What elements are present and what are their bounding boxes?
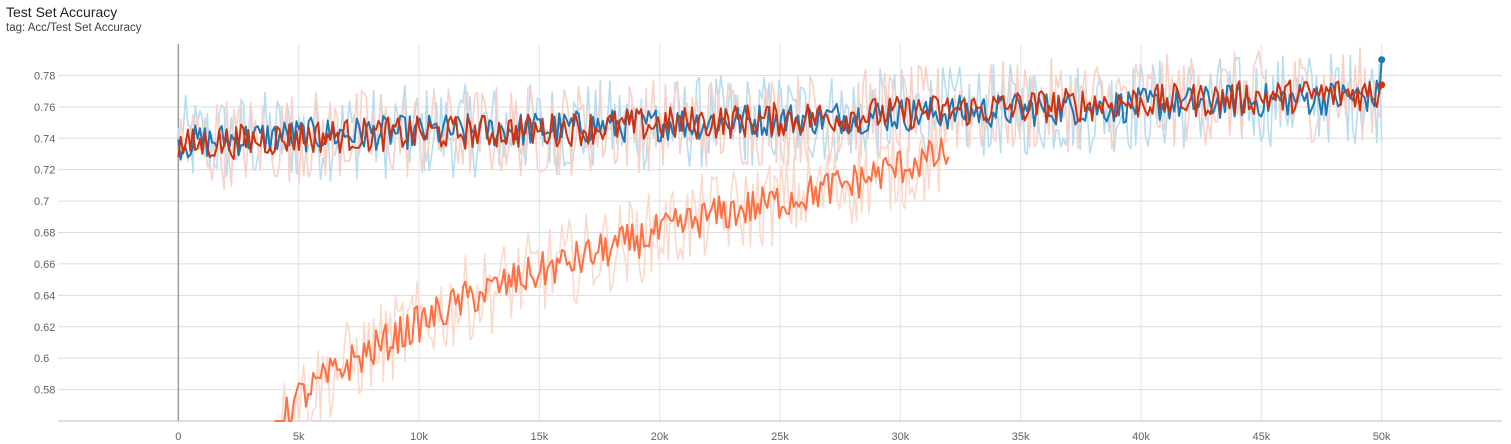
x-tick-label: 5k xyxy=(293,431,305,443)
x-tick-label: 25k xyxy=(771,431,789,443)
x-tick-label: 15k xyxy=(530,431,548,443)
x-tick-label: 30k xyxy=(891,431,909,443)
y-tick-label: 0.74 xyxy=(34,133,55,145)
x-tick-label: 20k xyxy=(651,431,669,443)
x-tick-label: 10k xyxy=(410,431,428,443)
y-tick-label: 0.62 xyxy=(34,322,55,334)
x-tick-label: 35k xyxy=(1012,431,1030,443)
y-tick-label: 0.72 xyxy=(34,165,55,177)
end-markers xyxy=(1378,56,1386,89)
smoothed-series-line xyxy=(274,137,950,422)
x-tick-label: 40k xyxy=(1132,431,1150,443)
smoothed-series xyxy=(177,59,1383,422)
raw-series-line xyxy=(274,114,950,422)
y-tick-label: 0.7 xyxy=(34,196,49,208)
y-tick-label: 0.76 xyxy=(34,102,55,114)
axis-labels: 0.58 0.6 0.62 0.64 0.66 0.68 0.7 0.72 0.74 0.76 0.… xyxy=(34,70,1391,443)
y-tick-label: 0.78 xyxy=(34,70,55,82)
y-tick-label: 0.58 xyxy=(34,385,55,397)
y-tick-label: 0.66 xyxy=(34,259,55,271)
y-tick-label: 0.68 xyxy=(34,228,55,240)
x-tick-label: 45k xyxy=(1252,431,1270,443)
x-tick-label: 0 xyxy=(175,431,181,443)
chart-title: Test Set Accuracy xyxy=(6,4,118,20)
y-tick-label: 0.6 xyxy=(34,353,49,365)
chart-tag: tag: Acc/Test Set Accuracy xyxy=(6,22,142,34)
series-end-marker xyxy=(1378,56,1386,64)
card-header: Test Set Accuracy tag: Acc/Test Set Accu… xyxy=(6,3,142,35)
series-end-marker xyxy=(1378,81,1386,89)
smoothed-series-line xyxy=(177,79,1383,160)
y-tick-label: 0.64 xyxy=(34,290,55,302)
x-tick-label: 50k xyxy=(1373,431,1391,443)
